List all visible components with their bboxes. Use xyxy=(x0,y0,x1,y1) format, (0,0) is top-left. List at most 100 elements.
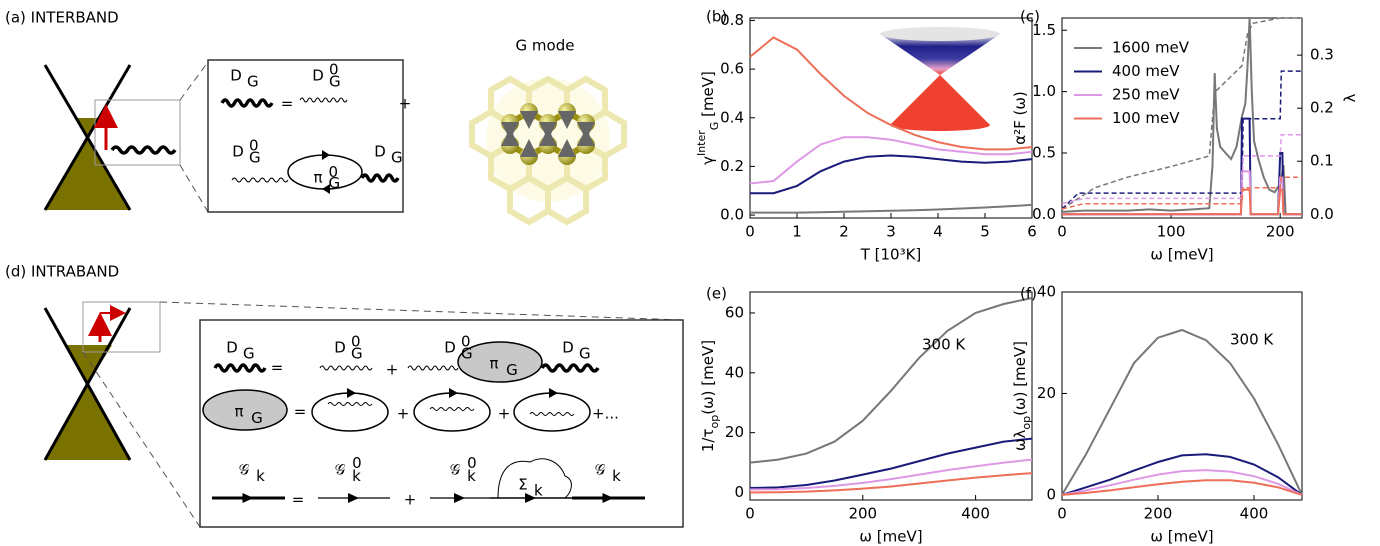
series-line xyxy=(1062,117,1302,216)
x-axis-label: ω [meV] xyxy=(1150,246,1213,264)
axis-label-part: (ω) [meV] xyxy=(1011,341,1029,416)
symbol: 𝒢 xyxy=(335,461,346,479)
axis-label-part: op xyxy=(1020,416,1033,430)
self-energy-loop xyxy=(497,458,572,499)
arrow-head xyxy=(525,493,536,503)
bubble xyxy=(202,389,288,431)
y2-tick-label: 0.3 xyxy=(1310,46,1334,64)
operator: + xyxy=(498,405,511,423)
axis-label-part: Inter xyxy=(695,130,708,156)
plot-frame xyxy=(749,291,1033,501)
subscript: G xyxy=(461,345,473,363)
symbol: D xyxy=(226,339,238,357)
x-tick-label: 200 xyxy=(1266,223,1295,241)
series-line xyxy=(1061,176,1302,210)
y-tick-label: 1.5 xyxy=(1032,21,1056,39)
series-line xyxy=(750,154,1033,195)
x-tick-label: 4 xyxy=(933,223,943,241)
x-tick-label: 0 xyxy=(745,505,755,523)
x-tick-label: 3 xyxy=(886,223,896,241)
symbol: π xyxy=(234,403,243,421)
filled-band xyxy=(46,118,130,210)
y-tick-label: 60 xyxy=(725,303,744,321)
symbol: π xyxy=(489,355,498,373)
x-tick-label: 200 xyxy=(848,505,877,523)
series-line xyxy=(749,458,1033,491)
operator: = xyxy=(281,95,294,113)
symbol: D xyxy=(312,67,324,85)
inset-cone xyxy=(890,119,990,131)
y-tick-label: 20 xyxy=(1037,384,1056,402)
subscript: k xyxy=(534,482,543,500)
axis-label: ωλop(ω) [meV] xyxy=(1011,341,1033,451)
x-tick-label: 6 xyxy=(1027,223,1037,241)
x-tick-label: 400 xyxy=(1240,505,1269,523)
symbol: D xyxy=(230,67,242,85)
symbol: D xyxy=(334,339,346,357)
operator: + xyxy=(386,361,399,379)
phonon-line xyxy=(220,98,274,108)
subscript: k xyxy=(256,467,265,485)
phonon-line xyxy=(327,402,373,406)
inset-cone xyxy=(880,34,1000,75)
y-tick-label: 20 xyxy=(725,423,744,441)
series-line xyxy=(1061,479,1303,496)
superscript: 0 xyxy=(352,454,362,472)
subscript: G xyxy=(579,345,591,363)
series-line xyxy=(1061,453,1303,496)
series-line xyxy=(1062,188,1302,216)
subscript: k xyxy=(352,467,361,485)
phonon-line xyxy=(110,145,177,155)
axis-label-part: (ω) [meV] xyxy=(699,340,717,415)
superscript: 0 xyxy=(249,137,259,155)
x-tick-label: 0 xyxy=(745,223,755,241)
symbol: 𝒢 xyxy=(595,461,606,479)
panel-label: (b) xyxy=(706,8,727,26)
series-line xyxy=(1061,17,1302,210)
phonon-line xyxy=(231,177,289,183)
subscript: G xyxy=(329,73,341,91)
arrow-head xyxy=(449,388,458,398)
operator: = xyxy=(271,359,284,377)
legend-label: 250 meV xyxy=(1112,86,1180,104)
y-tick-label: 0.6 xyxy=(720,60,744,78)
phonon-line xyxy=(213,363,267,373)
x-axis-label: ω [meV] xyxy=(859,528,922,546)
inset-cone xyxy=(890,75,990,125)
zoom-line xyxy=(179,164,209,213)
y-tick-label: 1.0 xyxy=(1032,82,1056,100)
band-line xyxy=(43,64,132,211)
y-tick-label: 0.4 xyxy=(720,108,744,126)
phonon-line xyxy=(540,363,600,373)
phonon-line xyxy=(407,365,459,371)
operator: = xyxy=(292,491,305,509)
x-tick-label: 5 xyxy=(980,223,990,241)
symbol: π xyxy=(313,169,322,187)
diagram-box xyxy=(199,319,684,528)
subscript: k xyxy=(612,467,621,485)
y-tick-label: 0.0 xyxy=(1032,205,1056,223)
superscript: 0 xyxy=(351,333,361,351)
operator: + xyxy=(397,405,410,423)
arrow-head xyxy=(348,493,359,503)
subscript: G xyxy=(249,149,261,167)
operator: + xyxy=(404,491,417,509)
axis-label-part: α²F (ω) xyxy=(1011,91,1029,145)
y2-tick-label: 0.0 xyxy=(1310,205,1334,223)
arrow-head xyxy=(347,388,356,398)
subscript: G xyxy=(243,345,255,363)
superscript: 0 xyxy=(461,333,471,351)
x-tick-label: 1 xyxy=(792,223,802,241)
axis-label-part: γ xyxy=(699,156,717,165)
y2-tick-label: 0.1 xyxy=(1310,152,1334,170)
symbol: D xyxy=(232,143,244,161)
x-axis-label: ω [meV] xyxy=(1150,528,1213,546)
superscript: 0 xyxy=(328,163,338,181)
subscript: G xyxy=(251,409,263,427)
y-tick-label: 0.0 xyxy=(720,206,744,224)
arrow-head xyxy=(242,493,254,503)
legend-label: 100 meV xyxy=(1112,109,1180,127)
plot-frame xyxy=(1061,291,1303,501)
operator: +... xyxy=(592,405,619,423)
plot-frame xyxy=(1061,17,1303,219)
